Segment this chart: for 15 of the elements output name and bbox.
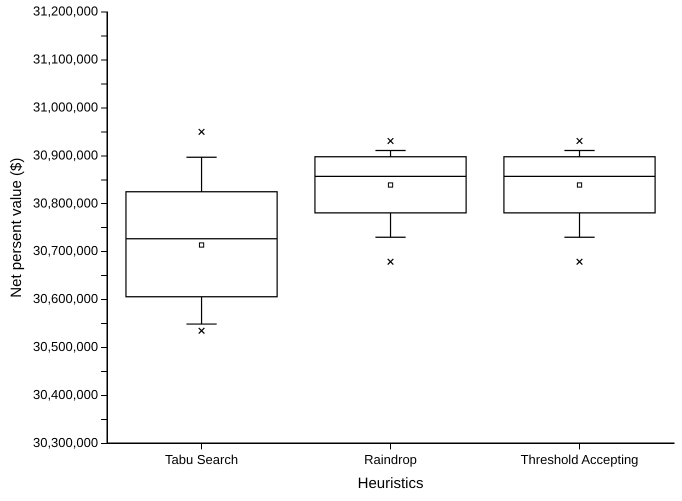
x-tick-label: Raindrop [364, 452, 417, 467]
y-tick-label: 30,300,000 [32, 434, 98, 450]
y-tick-label: 30,900,000 [32, 147, 98, 162]
y-tick-label: 30,500,000 [32, 339, 98, 354]
y-tick-label: 31,100,000 [32, 52, 98, 67]
y-axis-title: Net persent value ($) [8, 158, 26, 298]
y-tick-label: 30,700,000 [32, 243, 98, 258]
y-tick-label: 30,800,000 [32, 195, 98, 210]
y-tick-label: 30,600,000 [32, 291, 98, 306]
y-tick-label: 31,000,000 [32, 99, 98, 114]
x-tick-label: Threshold Accepting [520, 452, 638, 467]
y-tick-label: 31,200,000 [32, 4, 98, 19]
x-tick-label: Tabu Search [165, 452, 238, 467]
x-axis-title: Heuristics [358, 475, 424, 492]
y-tick-label: 30,400,000 [32, 387, 98, 402]
